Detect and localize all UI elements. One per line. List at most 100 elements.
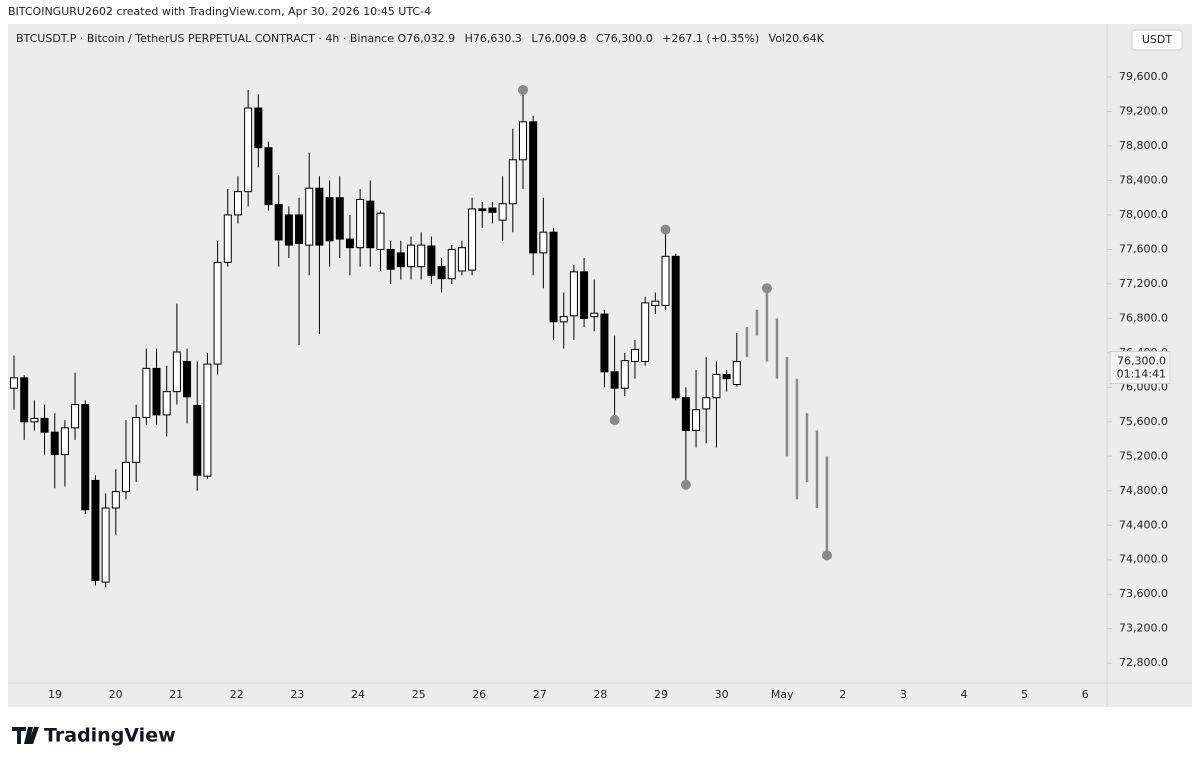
candle-body <box>264 147 273 206</box>
header: BTCUSDT.P · Bitcoin / TetherUS PERPETUAL… <box>16 32 830 45</box>
candle-body <box>50 431 59 456</box>
currency-button[interactable] <box>1131 29 1183 51</box>
x-tick-label: May <box>771 688 794 701</box>
candle-body <box>213 261 222 365</box>
candle-body <box>60 427 69 456</box>
candle-body <box>630 348 639 362</box>
candle-body <box>91 479 100 581</box>
candle-body <box>610 371 619 389</box>
candle-body <box>447 248 456 280</box>
candle-body <box>671 255 680 399</box>
ohlc-value: 20.64K <box>785 32 824 45</box>
marker-dot <box>518 84 528 95</box>
candle-body <box>620 360 629 389</box>
ohlc-value: 76,032.9 <box>406 32 456 45</box>
y-tick-label: 73,200.0 <box>1119 622 1168 635</box>
candle-body <box>661 255 670 306</box>
y-tick-label: 77,200.0 <box>1119 277 1168 290</box>
last-price-label: 76,300.0 <box>1117 354 1166 367</box>
last-price-box <box>1109 350 1171 384</box>
countdown: 01:14:41 <box>1117 367 1166 380</box>
candle-body <box>376 212 385 250</box>
candle-body <box>203 363 212 477</box>
candle-body <box>40 417 49 433</box>
caption: BITCOINGURU2602 created with TradingView… <box>8 5 431 18</box>
candle-body <box>437 266 446 280</box>
symbol-title: BTCUSDT.P · Bitcoin / TetherUS PERPETUAL… <box>16 32 394 45</box>
candle-body <box>81 404 90 511</box>
ohlc-value: 76,009.8 <box>537 32 587 45</box>
y-tick-label: 77,600.0 <box>1119 242 1168 255</box>
candle-body <box>335 197 344 240</box>
x-tick-label: 30 <box>715 688 729 701</box>
candle-body <box>600 313 609 373</box>
x-tick-label: 4 <box>961 688 968 701</box>
marker-dot <box>660 224 671 235</box>
plot-area <box>8 24 1107 683</box>
x-tick-label: 3 <box>900 688 907 701</box>
x-tick-label: 28 <box>593 688 607 701</box>
candle-body <box>692 409 701 431</box>
candle-body <box>356 198 365 249</box>
ohlc-value: 76,300.0 <box>603 32 653 45</box>
candle-body <box>498 203 507 221</box>
marker-dot <box>761 283 772 294</box>
candle-body <box>30 417 39 423</box>
candle-body <box>651 300 660 306</box>
x-tick-label: 29 <box>654 688 668 701</box>
ohlc-key: C <box>596 32 604 45</box>
candle-body <box>193 404 202 476</box>
y-tick-label: 79,200.0 <box>1119 104 1168 117</box>
x-tick-label: 27 <box>533 688 547 701</box>
candle-body <box>539 231 548 254</box>
y-tick-label: 78,800.0 <box>1119 139 1168 152</box>
logo: TradingView <box>12 725 176 747</box>
candle-body <box>223 214 232 263</box>
y-tick-label: 73,600.0 <box>1119 587 1168 600</box>
y-tick-label: 74,400.0 <box>1119 518 1168 531</box>
candle-body <box>111 491 120 509</box>
marker-dot <box>680 479 691 490</box>
ohlc-key: Vol <box>768 32 786 45</box>
candle-body <box>274 204 283 241</box>
y-tick-label: 75,200.0 <box>1119 449 1168 462</box>
candle-body <box>254 107 263 149</box>
candle-body <box>468 208 477 271</box>
candle-body <box>427 245 436 276</box>
candle-body <box>20 377 29 423</box>
y-tick-label: 78,000.0 <box>1119 208 1168 221</box>
candle-body <box>488 207 497 213</box>
x-tick-label: 24 <box>351 688 365 701</box>
candle-body <box>295 214 304 244</box>
candle-body <box>641 302 650 362</box>
candle-body <box>315 187 324 246</box>
y-tick-label: 75,600.0 <box>1119 415 1168 428</box>
candle-body <box>142 367 151 419</box>
candle-body <box>325 197 334 242</box>
candle-body <box>305 187 314 246</box>
ohlc-value: 76,630.3 <box>472 32 522 45</box>
candle-body <box>71 404 80 429</box>
candle-body <box>162 391 171 416</box>
currency[interactable]: USDT <box>1142 33 1173 46</box>
x-tick-label: 2 <box>839 688 846 701</box>
candle-body <box>233 191 242 216</box>
candle-body <box>732 360 741 385</box>
y-tick-label: 74,000.0 <box>1119 553 1168 566</box>
ohlc-value: +267.1 (+0.35%) <box>662 32 760 45</box>
candle-body <box>386 248 395 270</box>
marker-dot <box>821 550 832 561</box>
candle-body <box>559 316 568 323</box>
candle-body <box>101 507 110 583</box>
candle-body <box>712 373 721 399</box>
candle-body <box>284 214 293 246</box>
candle-body <box>702 397 711 410</box>
y-tick-label: 76,800.0 <box>1119 311 1168 324</box>
candle-body <box>121 461 130 493</box>
ohlc-key: L <box>531 32 538 45</box>
candle-body <box>10 377 18 389</box>
candle-body <box>132 417 141 463</box>
y-tick-label: 72,800.0 <box>1119 656 1168 669</box>
